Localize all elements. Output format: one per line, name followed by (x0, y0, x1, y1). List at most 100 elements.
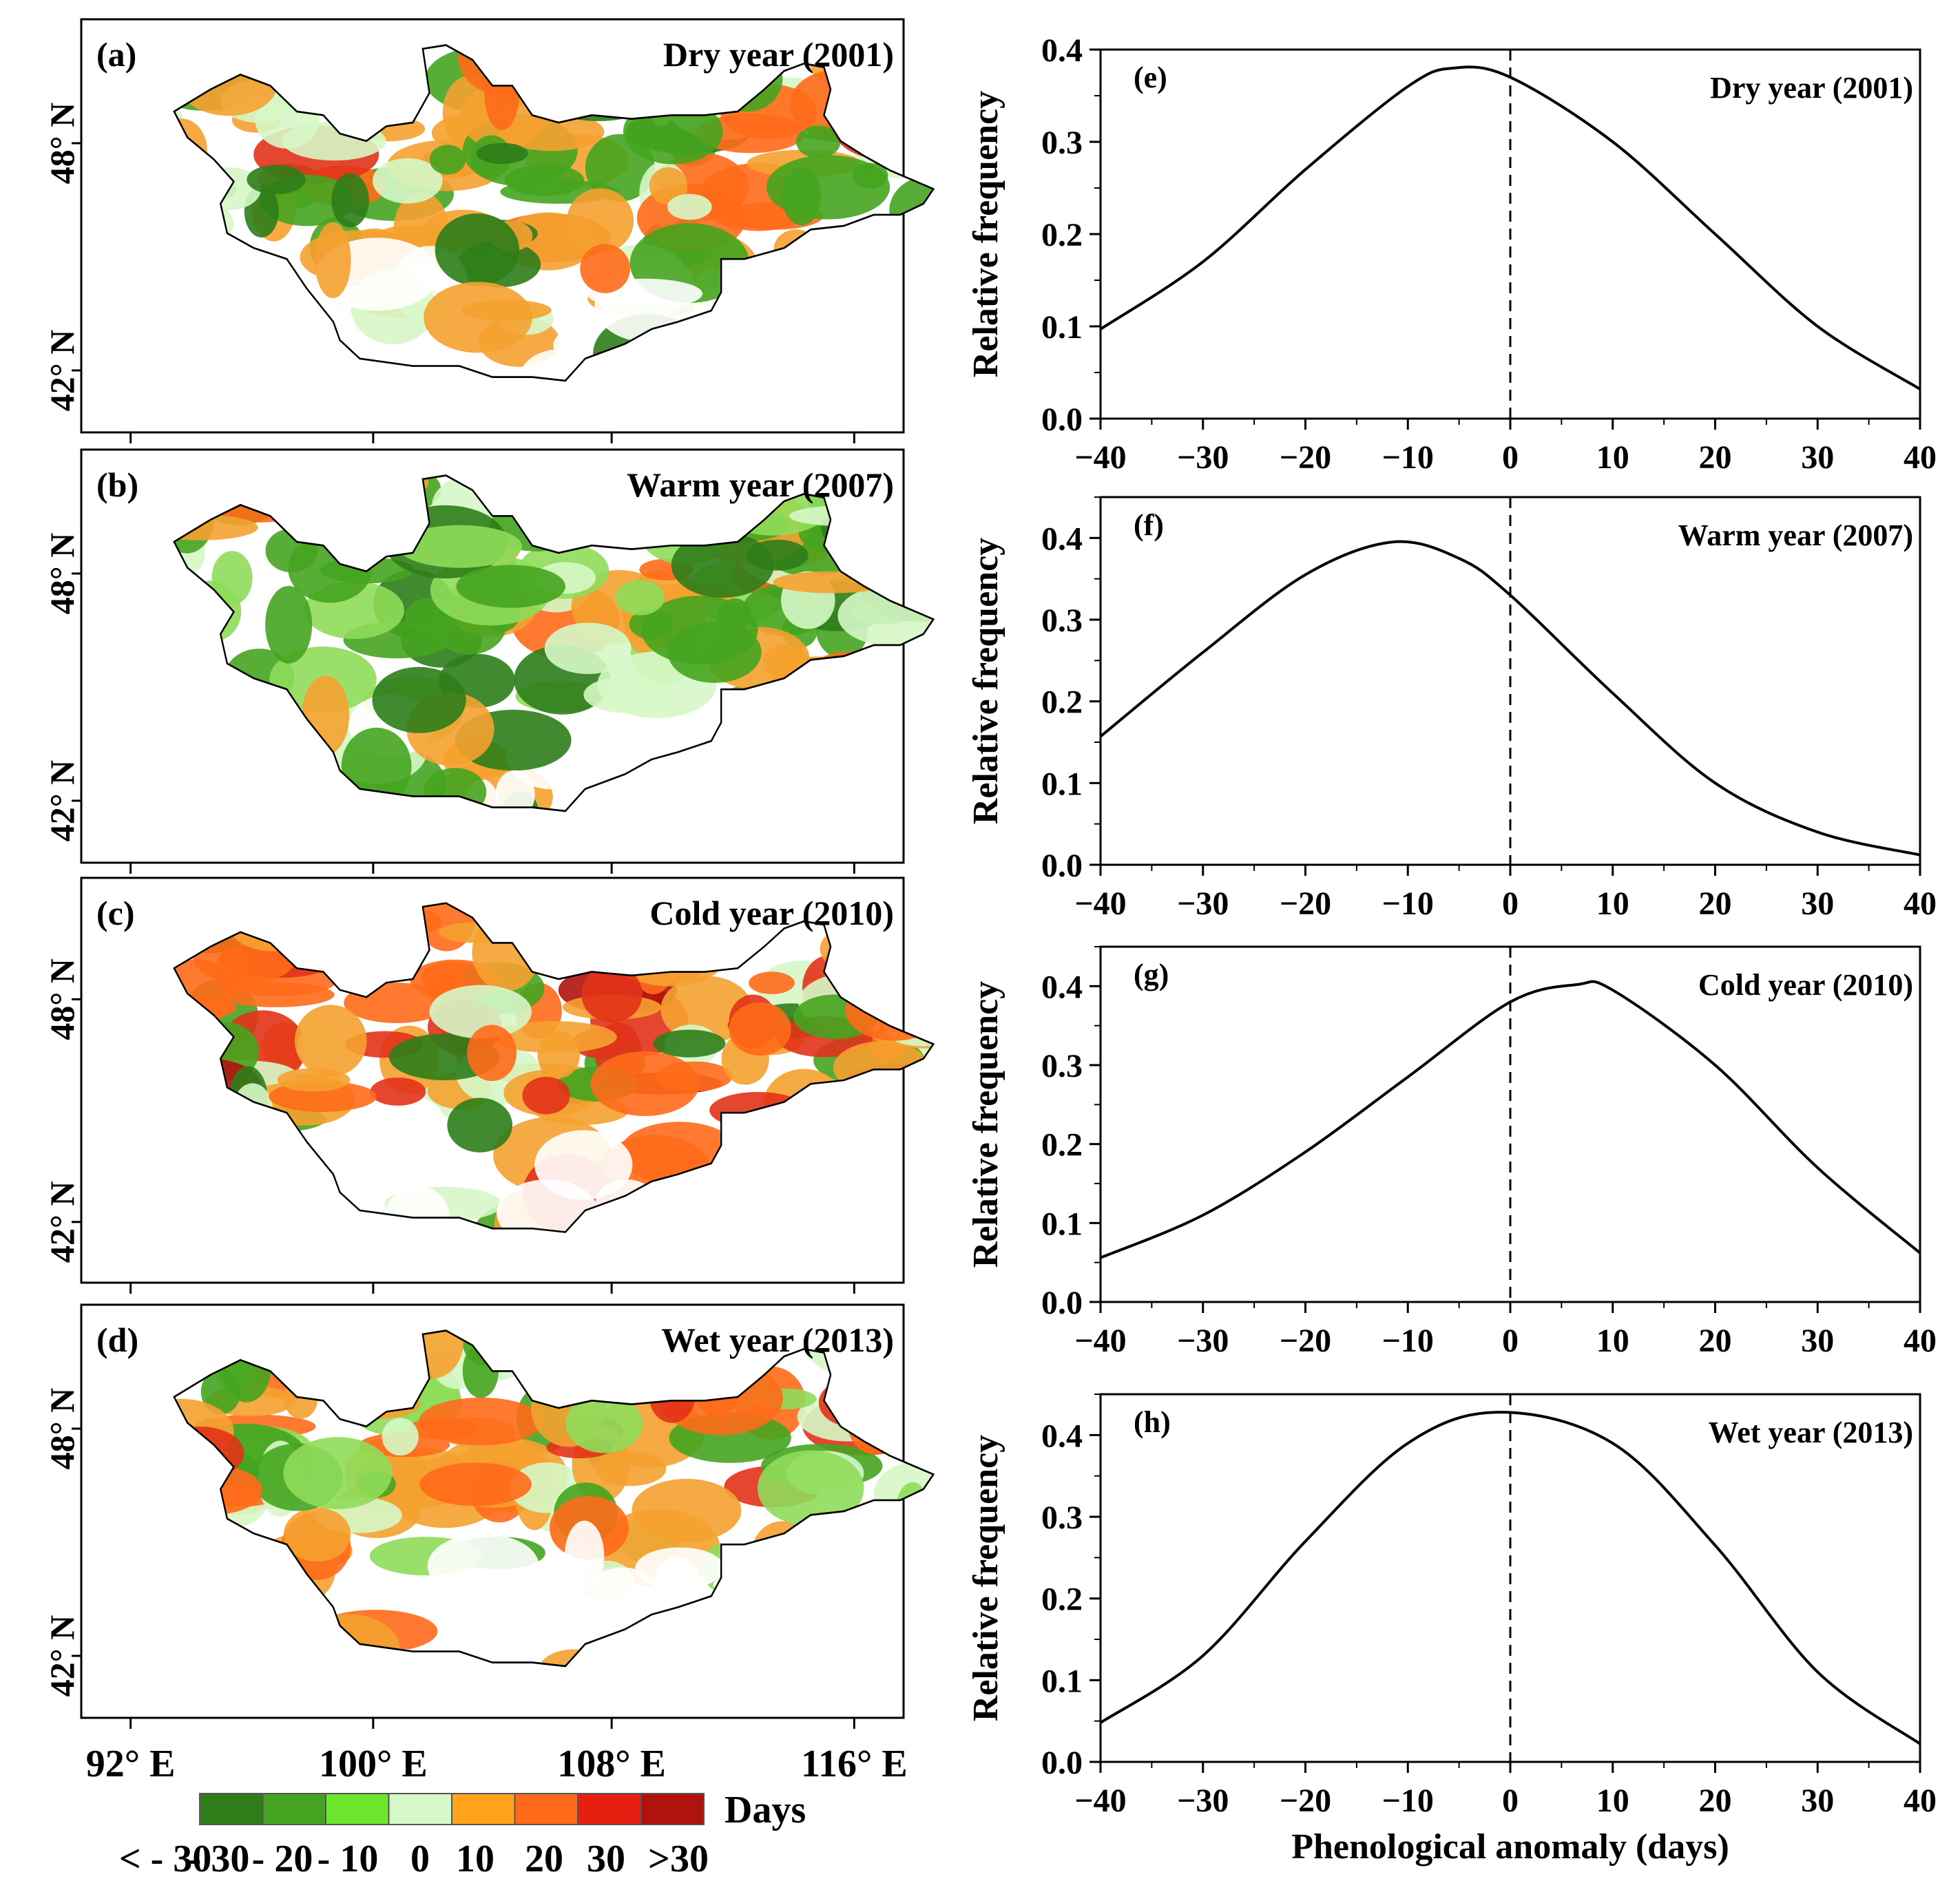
raster-patch (218, 982, 335, 1007)
panel-title: Wet year (2013) (661, 1321, 894, 1359)
map-panel-d: (d) Wet year (2013) 48° N 42° N (43, 1303, 935, 1729)
raster-patch (419, 1462, 532, 1506)
panel-title: Dry year (2001) (663, 35, 894, 74)
raster-patch (796, 125, 841, 158)
x-tick-label: −20 (1280, 439, 1331, 476)
x-tick-label: 30 (1801, 439, 1834, 476)
raster-patch (341, 727, 412, 806)
raster-patch (397, 525, 523, 568)
raster-patch (590, 1051, 700, 1116)
panel-title: Warm year (2007) (627, 465, 894, 504)
lon-label: 100° E (319, 1743, 428, 1785)
raster-patch (247, 165, 306, 195)
x-tick-label: 0 (1502, 885, 1519, 922)
x-tick-label: 20 (1699, 885, 1732, 922)
raster-patch (370, 1077, 426, 1106)
raster-patch (632, 1478, 742, 1542)
lon-label: 108° E (557, 1743, 666, 1785)
x-tick-label: −20 (1280, 1783, 1331, 1819)
density-curve (1099, 65, 1921, 390)
y-tick-label: 0.4 (1041, 969, 1083, 1005)
x-tick-label: 0 (1502, 1783, 1519, 1819)
legend-tick-label: - 30 (189, 1838, 250, 1880)
raster-patch (505, 164, 585, 196)
chart-e: 0.0 0.1 0.2 0.3 0.4 −40 −30 −20 −10 0 10 20 30 40 (e) D… (966, 32, 1937, 476)
x-tick-label: 10 (1596, 885, 1629, 922)
legend-swatch (199, 1793, 264, 1825)
raster-patch (429, 985, 532, 1039)
x-tick-label: 40 (1904, 1783, 1937, 1819)
map-panel-b: (b) Warm year (2007) 48° N 42° N (43, 448, 935, 874)
panel-tag: (h) (1134, 1405, 1171, 1439)
legend-swatch (388, 1793, 452, 1825)
x-tick-label: −30 (1177, 1783, 1229, 1819)
legend-tick-label: 10 (456, 1838, 494, 1880)
raster-patch (265, 585, 313, 664)
raster-patch (757, 1450, 864, 1526)
lat-label: 48° N (43, 958, 81, 1040)
y-tick-label: 0.1 (1041, 766, 1083, 802)
legend-swatch (451, 1793, 516, 1825)
map-panels: (a) Dry year (2001) 48° N 42° N (b) Warm year… (43, 18, 935, 1785)
panel-tag: (g) (1134, 958, 1169, 991)
raster-patch (899, 1376, 934, 1410)
raster-patch (564, 1520, 605, 1592)
raster-patch (903, 1573, 934, 1623)
x-tick-label: −40 (1074, 439, 1126, 476)
raster-patch (447, 1097, 513, 1153)
y-axis-label: Relative frequency (966, 1435, 1005, 1721)
y-tick-label: 0.2 (1041, 1581, 1083, 1618)
raster-patch (435, 213, 520, 286)
panel-tag: (f) (1134, 508, 1164, 542)
x-tick-label: −30 (1177, 439, 1229, 476)
raster-patch (429, 145, 466, 175)
y-axis-label: Relative frequency (966, 91, 1005, 377)
y-axis-label: Relative frequency (966, 981, 1005, 1268)
raster-patch (584, 1567, 661, 1627)
raster-patch (671, 532, 774, 598)
raster-patch (294, 1005, 367, 1077)
x-tick-label: 30 (1801, 885, 1834, 922)
legend-tick-label: < - 30 (119, 1838, 212, 1880)
raster-patch (342, 1091, 447, 1159)
x-tick-label: −10 (1382, 885, 1434, 922)
x-tick-label: 40 (1904, 885, 1937, 922)
legend-title: Days (724, 1789, 806, 1831)
lat-label: 48° N (43, 1388, 81, 1470)
y-tick-label: 0.1 (1041, 1663, 1083, 1699)
legend-tick-label: - 20 (252, 1838, 313, 1880)
x-tick-label: 0 (1502, 1323, 1519, 1359)
y-tick-label: 0.3 (1041, 125, 1083, 161)
raster-patch (919, 1125, 934, 1147)
x-tick-label: 10 (1596, 1323, 1629, 1359)
x-tick-label: −10 (1382, 1783, 1434, 1819)
panel-tag: (b) (96, 465, 138, 504)
raster-patch (653, 1029, 726, 1058)
y-tick-label: 0.0 (1041, 1745, 1083, 1781)
raster-patch (537, 1030, 581, 1079)
panel-title: Cold year (2010) (649, 894, 894, 932)
raster-patch (522, 1076, 570, 1115)
raster-patch (580, 244, 631, 293)
frequency-charts: 0.0 0.1 0.2 0.3 0.4 −40 −30 −20 −10 0 10 20 30 40 (e) D… (966, 32, 1937, 1867)
chart-h: 0.0 0.1 0.2 0.3 0.4 −40 −30 −20 −10 0 10 20 30 40 (h) W… (966, 1393, 1937, 1867)
x-tick-label: 30 (1801, 1323, 1834, 1359)
x-tick-label: 40 (1904, 1323, 1937, 1359)
lat-label: 42° N (43, 1615, 81, 1697)
y-tick-label: 0.3 (1041, 1048, 1083, 1084)
raster-patch (443, 1573, 542, 1636)
raster-patch (418, 1397, 543, 1446)
raster-patch (315, 222, 351, 299)
legend-swatch (577, 1793, 642, 1825)
panel-title: Dry year (2001) (1710, 71, 1913, 105)
panel-title: Wet year (2013) (1709, 1416, 1913, 1449)
x-tick-label: 30 (1801, 1783, 1834, 1819)
raster-patch (852, 162, 888, 189)
x-tick-label: 20 (1699, 1323, 1732, 1359)
y-tick-label: 0.4 (1041, 32, 1083, 69)
y-tick-label: 0.2 (1041, 684, 1083, 721)
legend-tick-label: 0 (410, 1838, 430, 1880)
x-tick-label: −40 (1074, 1783, 1126, 1819)
legend-swatch (640, 1793, 705, 1825)
